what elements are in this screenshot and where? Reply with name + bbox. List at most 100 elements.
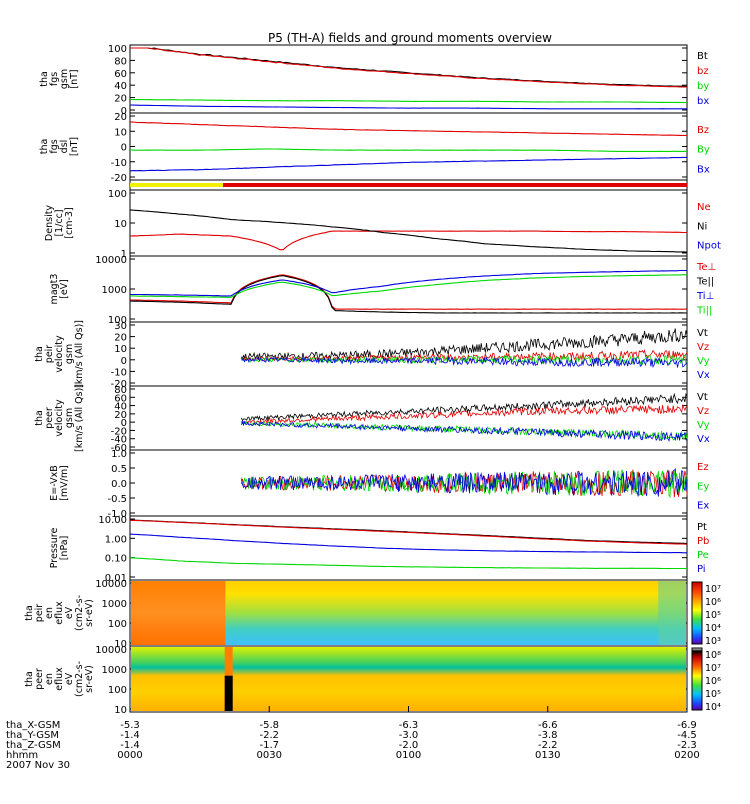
ylabel-9-1: peir [34,604,45,623]
ytick-label-3-1: 10 [114,219,127,230]
ylabel-8-1: [nPa] [59,536,70,561]
ytick-label-4-2: 100 [108,315,127,326]
ytick-label-6-5: -20 [111,426,127,437]
ylabel-0-2: gsm [59,69,70,89]
ytick-label-1-1: 10 [114,127,127,138]
series-0-bt [130,47,688,87]
xaxis-value-3-0: 0000 [117,750,142,761]
status-bar-seg-1 [223,183,688,187]
ytick-label-7-0: 1.0 [111,449,127,460]
ytick-label-10-1: 1000 [102,665,127,676]
ytick-label-0-2: 60 [114,69,127,80]
colorbar-label-9-4: 10³ [705,636,721,647]
ylabel-0-1: fgs [49,72,60,86]
legend-5-0: Vt [697,328,708,339]
legend-6-2: Vy [697,420,710,431]
colorbar-9 [691,581,703,645]
xaxis-value-3-4: 0200 [674,750,699,761]
ylabel-7-1: [mV/m] [59,465,70,501]
legend-4-1: Te|| [696,277,714,288]
ytick-label-7-2: 0.0 [111,479,127,490]
ytick-label-0-5: 0 [121,106,127,117]
series-8-pe [130,557,688,570]
series-4-te [130,274,688,310]
legend-4-0: Te⊥ [696,262,716,273]
ytick-label-8-2: 0.10 [105,554,127,565]
ytick-label-5-1: 20 [114,333,127,344]
ylabel-10-1: peer [34,668,45,690]
ytick-label-7-3: -0.5 [107,494,127,505]
legend-7-2: Ex [697,501,709,512]
series-1-by [130,148,687,152]
ylabel-5-0: tha [34,346,45,362]
ytick-label-8-1: 1.00 [105,534,127,545]
legend-8-3: Pi [697,564,706,575]
ytick-label-6-0: 80 [114,385,127,396]
legend-4-3: Ti|| [696,306,712,317]
colorbar-label-9-0: 10⁷ [705,584,721,595]
colorbar-label-10-1: 10⁷ [705,663,721,674]
xaxis-value-0-4: -6.9 [677,720,697,731]
ytick-label-1-3: -10 [111,158,127,169]
ylabel-1-2: dsl [59,140,70,154]
series-7-ex [241,467,688,497]
xaxis-value-0-1: -5.8 [259,720,279,731]
ylabel-9-4: eV [64,606,75,619]
ylabel-3-0: Density [44,205,55,241]
series-0-bz [130,47,688,88]
ylabel-10-2: en [44,673,55,685]
ytick-label-3-2: 1 [121,249,127,260]
legend-3-1: Ni [697,221,707,232]
colorbar-label-10-4: 10⁴ [705,702,721,713]
ytick-label-6-7: -60 [111,443,127,454]
legend-7-0: Ez [697,462,709,473]
colorbar-10 [691,647,703,711]
ytick-label-6-1: 60 [114,393,127,404]
series-4-ti [130,269,687,297]
series-8-pi [129,533,687,554]
heatmap-peir-early [131,581,226,645]
ylabel-5-4: [km/s (All Qs)] [74,320,85,388]
ylabel-7-0: E=-VxB [49,465,60,500]
legend-5-2: Vy [697,356,710,367]
chart-title: P5 (TH-A) fields and ground moments over… [268,31,552,45]
ylabel-5-3: gsm [64,344,75,364]
xaxis-value-1-0: -1.4 [120,730,140,741]
panel-frame-0 [129,44,688,114]
ytick-label-4-0: 10000 [95,255,127,266]
ylabel-6-1: peer [44,407,55,429]
ytick-label-1-0: 20 [114,112,127,123]
ylabel-6-2: velocity [54,399,65,437]
xaxis-value-0-2: -6.3 [399,720,419,731]
ytick-label-5-0: 30 [114,321,127,332]
xaxis-row-label-1: tha_Y-GSM [6,730,59,741]
legend-6-3: Vx [697,434,710,445]
xaxis-value-2-4: -2.3 [677,740,697,751]
xaxis-value-0-0: -5.3 [120,720,140,731]
ytick-label-9-3: 10 [114,639,127,650]
ylabel-6-0: tha [34,410,45,426]
heatmap-peer [131,647,686,711]
ytick-label-8-0: 10.00 [98,515,127,526]
ylabel-6-3: gsm [64,408,75,428]
ytick-label-9-1: 1000 [102,599,127,610]
series-1-bx [129,156,687,172]
ylabel-8-0: Pressure [49,528,60,569]
ytick-label-0-0: 100 [108,44,127,55]
ytick-label-0-4: 20 [114,94,127,105]
series-3-ni [129,209,688,253]
series-0-by [129,98,688,104]
ytick-label-4-1: 1000 [102,285,127,296]
series-6-vz [241,403,688,425]
heatmap-peer-spike [224,675,233,711]
xaxis-value-0-3: -6.6 [538,720,558,731]
ylabel-9-0: tha [24,605,35,621]
ylabel-1-1: fgs [49,139,60,153]
ylabel-5-2: velocity [54,335,65,373]
ytick-label-1-4: -20 [111,173,127,184]
ytick-label-10-2: 100 [108,685,127,696]
ytick-label-5-4: -10 [111,367,127,378]
ytick-label-0-1: 80 [114,56,127,67]
panel-frame-3 [129,189,688,257]
ylabel-4-1: [eV] [59,279,70,299]
